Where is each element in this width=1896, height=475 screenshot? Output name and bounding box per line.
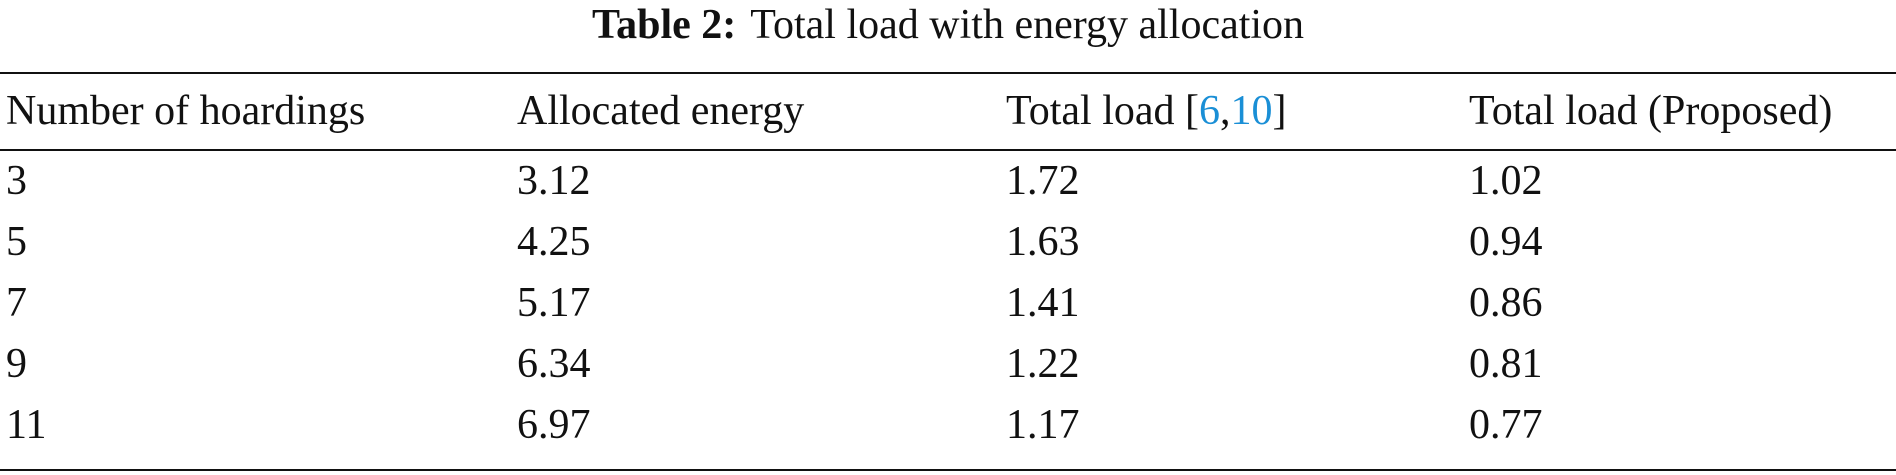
cell-load-proposed: 0.94 (1469, 219, 1543, 265)
table-header-row: Number of hoardings Allocated energy Tot… (0, 74, 1896, 149)
table-row: 3 3.12 1.72 1.02 (0, 151, 1896, 212)
header-total-load-reference: Total load [6,10] (1006, 74, 1287, 149)
cell-energy: 4.25 (517, 219, 591, 265)
table-row: 5 4.25 1.63 0.94 (0, 212, 1896, 273)
cell-hoardings: 11 (6, 402, 47, 448)
caption-text: Total load with energy allocation (750, 2, 1305, 48)
data-table: Number of hoardings Allocated energy Tot… (0, 74, 1896, 456)
cell-energy: 5.17 (517, 280, 591, 326)
cell-load-reference: 1.22 (1006, 341, 1080, 387)
header-total-load-proposed: Total load (Proposed) (1469, 88, 1833, 134)
header-allocated-energy: Allocated energy (517, 88, 805, 134)
citation-link-6[interactable]: 6 (1199, 88, 1220, 134)
header-total-load-suffix: ] (1272, 88, 1287, 134)
cell-energy: 6.97 (517, 402, 591, 448)
cell-load-reference: 1.63 (1006, 219, 1080, 265)
cell-load-proposed: 0.86 (1469, 280, 1543, 326)
top-rule (0, 72, 1896, 74)
cell-load-proposed: 1.02 (1469, 158, 1543, 204)
bottom-rule (0, 469, 1896, 471)
caption-label: Table 2: (591, 2, 737, 48)
cell-load-proposed: 0.81 (1469, 341, 1543, 387)
cell-hoardings: 5 (6, 219, 27, 265)
table-caption: Table 2: Total load with energy allocatio… (0, 0, 1896, 58)
header-rule (0, 149, 1896, 151)
table-row: 7 5.17 1.41 0.86 (0, 273, 1896, 334)
cell-hoardings: 3 (6, 158, 27, 204)
citation-link-10[interactable]: 10 (1230, 88, 1273, 134)
cell-load-reference: 1.17 (1006, 402, 1080, 448)
cell-load-proposed: 0.77 (1469, 402, 1543, 448)
header-number-of-hoardings: Number of hoardings (6, 88, 366, 134)
cell-load-reference: 1.41 (1006, 280, 1080, 326)
cell-load-reference: 1.72 (1006, 158, 1080, 204)
cell-energy: 3.12 (517, 158, 591, 204)
citation-separator: , (1220, 88, 1231, 134)
header-total-load-prefix: Total load [ (1006, 88, 1199, 134)
cell-energy: 6.34 (517, 341, 591, 387)
cell-hoardings: 9 (6, 341, 27, 387)
table-row: 11 6.97 1.17 0.77 (0, 395, 1896, 456)
cell-hoardings: 7 (6, 280, 27, 326)
table-row: 9 6.34 1.22 0.81 (0, 334, 1896, 395)
